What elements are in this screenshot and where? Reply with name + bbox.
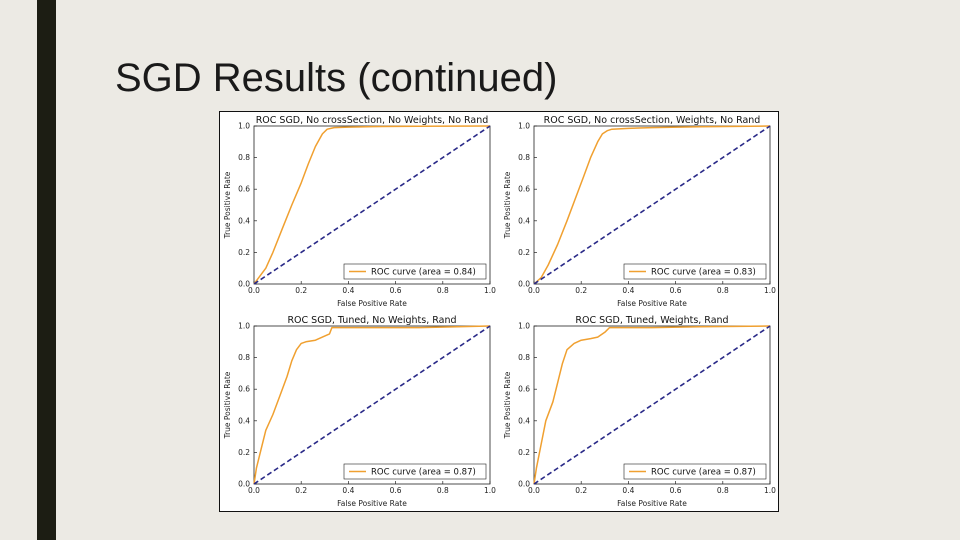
legend-box	[623, 263, 767, 280]
y-tick-label: 0.0	[238, 280, 250, 289]
roc-figure-grid: ROC SGD, No crossSection, No Weights, No…	[219, 111, 779, 512]
legend-box	[343, 263, 487, 280]
x-tick-label: 0.2	[575, 486, 587, 495]
x-tick-label: 0.2	[295, 486, 307, 495]
x-tick-label: 1.0	[484, 486, 496, 495]
x-axis-label: False Positive Rate	[617, 499, 687, 508]
x-tick-label: 0.6	[390, 286, 402, 295]
legend-label: ROC curve (area = 0.87)	[651, 468, 756, 478]
x-tick-label: 0.0	[528, 486, 540, 495]
y-tick-label: 0.8	[238, 153, 250, 162]
roc-panel: ROC SGD, No crossSection, Weights, No Ra…	[500, 112, 778, 310]
roc-curve	[253, 125, 491, 285]
y-tick-label: 0.4	[518, 216, 530, 225]
x-tick-label: 1.0	[764, 286, 776, 295]
side-accent-bar	[37, 0, 56, 540]
y-axis-label: True Positive Rate	[223, 171, 232, 239]
x-tick-label: 1.0	[484, 286, 496, 295]
y-tick-label: 0.6	[518, 185, 530, 194]
y-tick-label: 1.0	[518, 322, 530, 331]
x-tick-label: 0.6	[670, 286, 682, 295]
roc-curve	[533, 125, 771, 285]
legend-label: ROC curve (area = 0.83)	[651, 268, 756, 278]
y-tick-label: 0.8	[518, 353, 530, 362]
x-tick-label: 1.0	[764, 486, 776, 495]
plot-frame	[533, 325, 771, 485]
y-tick-label: 0.0	[518, 480, 530, 489]
y-tick-label: 0.2	[518, 248, 530, 257]
roc-panel: ROC SGD, Tuned, No Weights, Rand 0.0 0.2 0.…	[220, 312, 498, 510]
roc-panel: ROC SGD, Tuned, Weights, Rand 0.0 0.2 0.4 0.…	[500, 312, 778, 510]
x-tick-label: 0.8	[437, 286, 449, 295]
y-tick-label: 0.4	[238, 416, 250, 425]
legend-label: ROC curve (area = 0.84)	[371, 268, 476, 278]
x-tick-label: 0.8	[437, 486, 449, 495]
roc-curve	[253, 325, 491, 485]
roc-chart-svg: ROC SGD, Tuned, Weights, Rand 0.0 0.2 0.4 0.…	[503, 315, 776, 508]
x-tick-label: 0.6	[390, 486, 402, 495]
x-tick-label: 0.8	[717, 286, 729, 295]
y-tick-label: 0.6	[518, 385, 530, 394]
y-tick-label: 0.6	[238, 385, 250, 394]
chart-title: ROC SGD, Tuned, No Weights, Rand	[287, 315, 456, 326]
roc-curve	[533, 325, 771, 485]
chart-title: ROC SGD, No crossSection, Weights, No Ra…	[544, 115, 761, 126]
y-tick-label: 0.8	[518, 153, 530, 162]
roc-chart-svg: ROC SGD, No crossSection, Weights, No Ra…	[503, 115, 776, 308]
x-tick-label: 0.4	[342, 486, 354, 495]
y-tick-label: 0.4	[518, 416, 530, 425]
legend-label: ROC curve (area = 0.87)	[371, 468, 476, 478]
chance-line	[533, 125, 771, 285]
x-tick-label: 0.8	[717, 486, 729, 495]
plot-frame	[253, 325, 491, 485]
roc-chart-svg: ROC SGD, No crossSection, No Weights, No…	[223, 115, 496, 308]
roc-panel: ROC SGD, No crossSection, No Weights, No…	[220, 112, 498, 310]
x-tick-label: 0.0	[248, 286, 260, 295]
roc-chart-svg: ROC SGD, Tuned, No Weights, Rand 0.0 0.2 0.…	[223, 315, 496, 508]
chart-title: ROC SGD, Tuned, Weights, Rand	[575, 315, 728, 326]
x-tick-label: 0.4	[622, 286, 634, 295]
y-tick-label: 0.0	[238, 480, 250, 489]
y-tick-label: 1.0	[238, 122, 250, 131]
y-tick-label: 0.4	[238, 216, 250, 225]
x-axis-label: False Positive Rate	[337, 299, 407, 308]
y-tick-label: 0.2	[518, 448, 530, 457]
y-axis-label: True Positive Rate	[503, 171, 512, 239]
x-tick-label: 0.4	[342, 286, 354, 295]
slide-title: SGD Results (continued)	[115, 56, 558, 100]
x-tick-label: 0.2	[575, 286, 587, 295]
x-tick-label: 0.4	[622, 486, 634, 495]
legend-box	[343, 463, 487, 480]
x-tick-label: 0.0	[528, 286, 540, 295]
y-axis-label: True Positive Rate	[503, 371, 512, 439]
chance-line	[253, 325, 491, 485]
y-tick-label: 1.0	[518, 122, 530, 131]
y-tick-label: 0.2	[238, 248, 250, 257]
chance-line	[533, 325, 771, 485]
y-axis-label: True Positive Rate	[223, 371, 232, 439]
x-tick-label: 0.2	[295, 286, 307, 295]
legend-box	[623, 463, 767, 480]
x-tick-label: 0.0	[248, 486, 260, 495]
plot-frame	[533, 125, 771, 285]
y-tick-label: 0.8	[238, 353, 250, 362]
y-tick-label: 0.0	[518, 280, 530, 289]
y-tick-label: 0.2	[238, 448, 250, 457]
chance-line	[253, 125, 491, 285]
y-tick-label: 1.0	[238, 322, 250, 331]
y-tick-label: 0.6	[238, 185, 250, 194]
x-axis-label: False Positive Rate	[337, 499, 407, 508]
x-axis-label: False Positive Rate	[617, 299, 687, 308]
x-tick-label: 0.6	[670, 486, 682, 495]
chart-title: ROC SGD, No crossSection, No Weights, No…	[256, 115, 489, 126]
